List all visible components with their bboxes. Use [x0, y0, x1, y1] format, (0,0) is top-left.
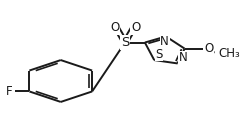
Text: S: S — [121, 36, 129, 49]
Text: CH₃: CH₃ — [218, 47, 240, 60]
Text: F: F — [6, 85, 12, 98]
Text: O: O — [131, 21, 140, 34]
Text: N: N — [179, 51, 188, 64]
Text: O: O — [110, 21, 119, 34]
Text: S: S — [155, 48, 163, 61]
Text: N: N — [160, 35, 169, 48]
Text: O: O — [204, 42, 214, 55]
